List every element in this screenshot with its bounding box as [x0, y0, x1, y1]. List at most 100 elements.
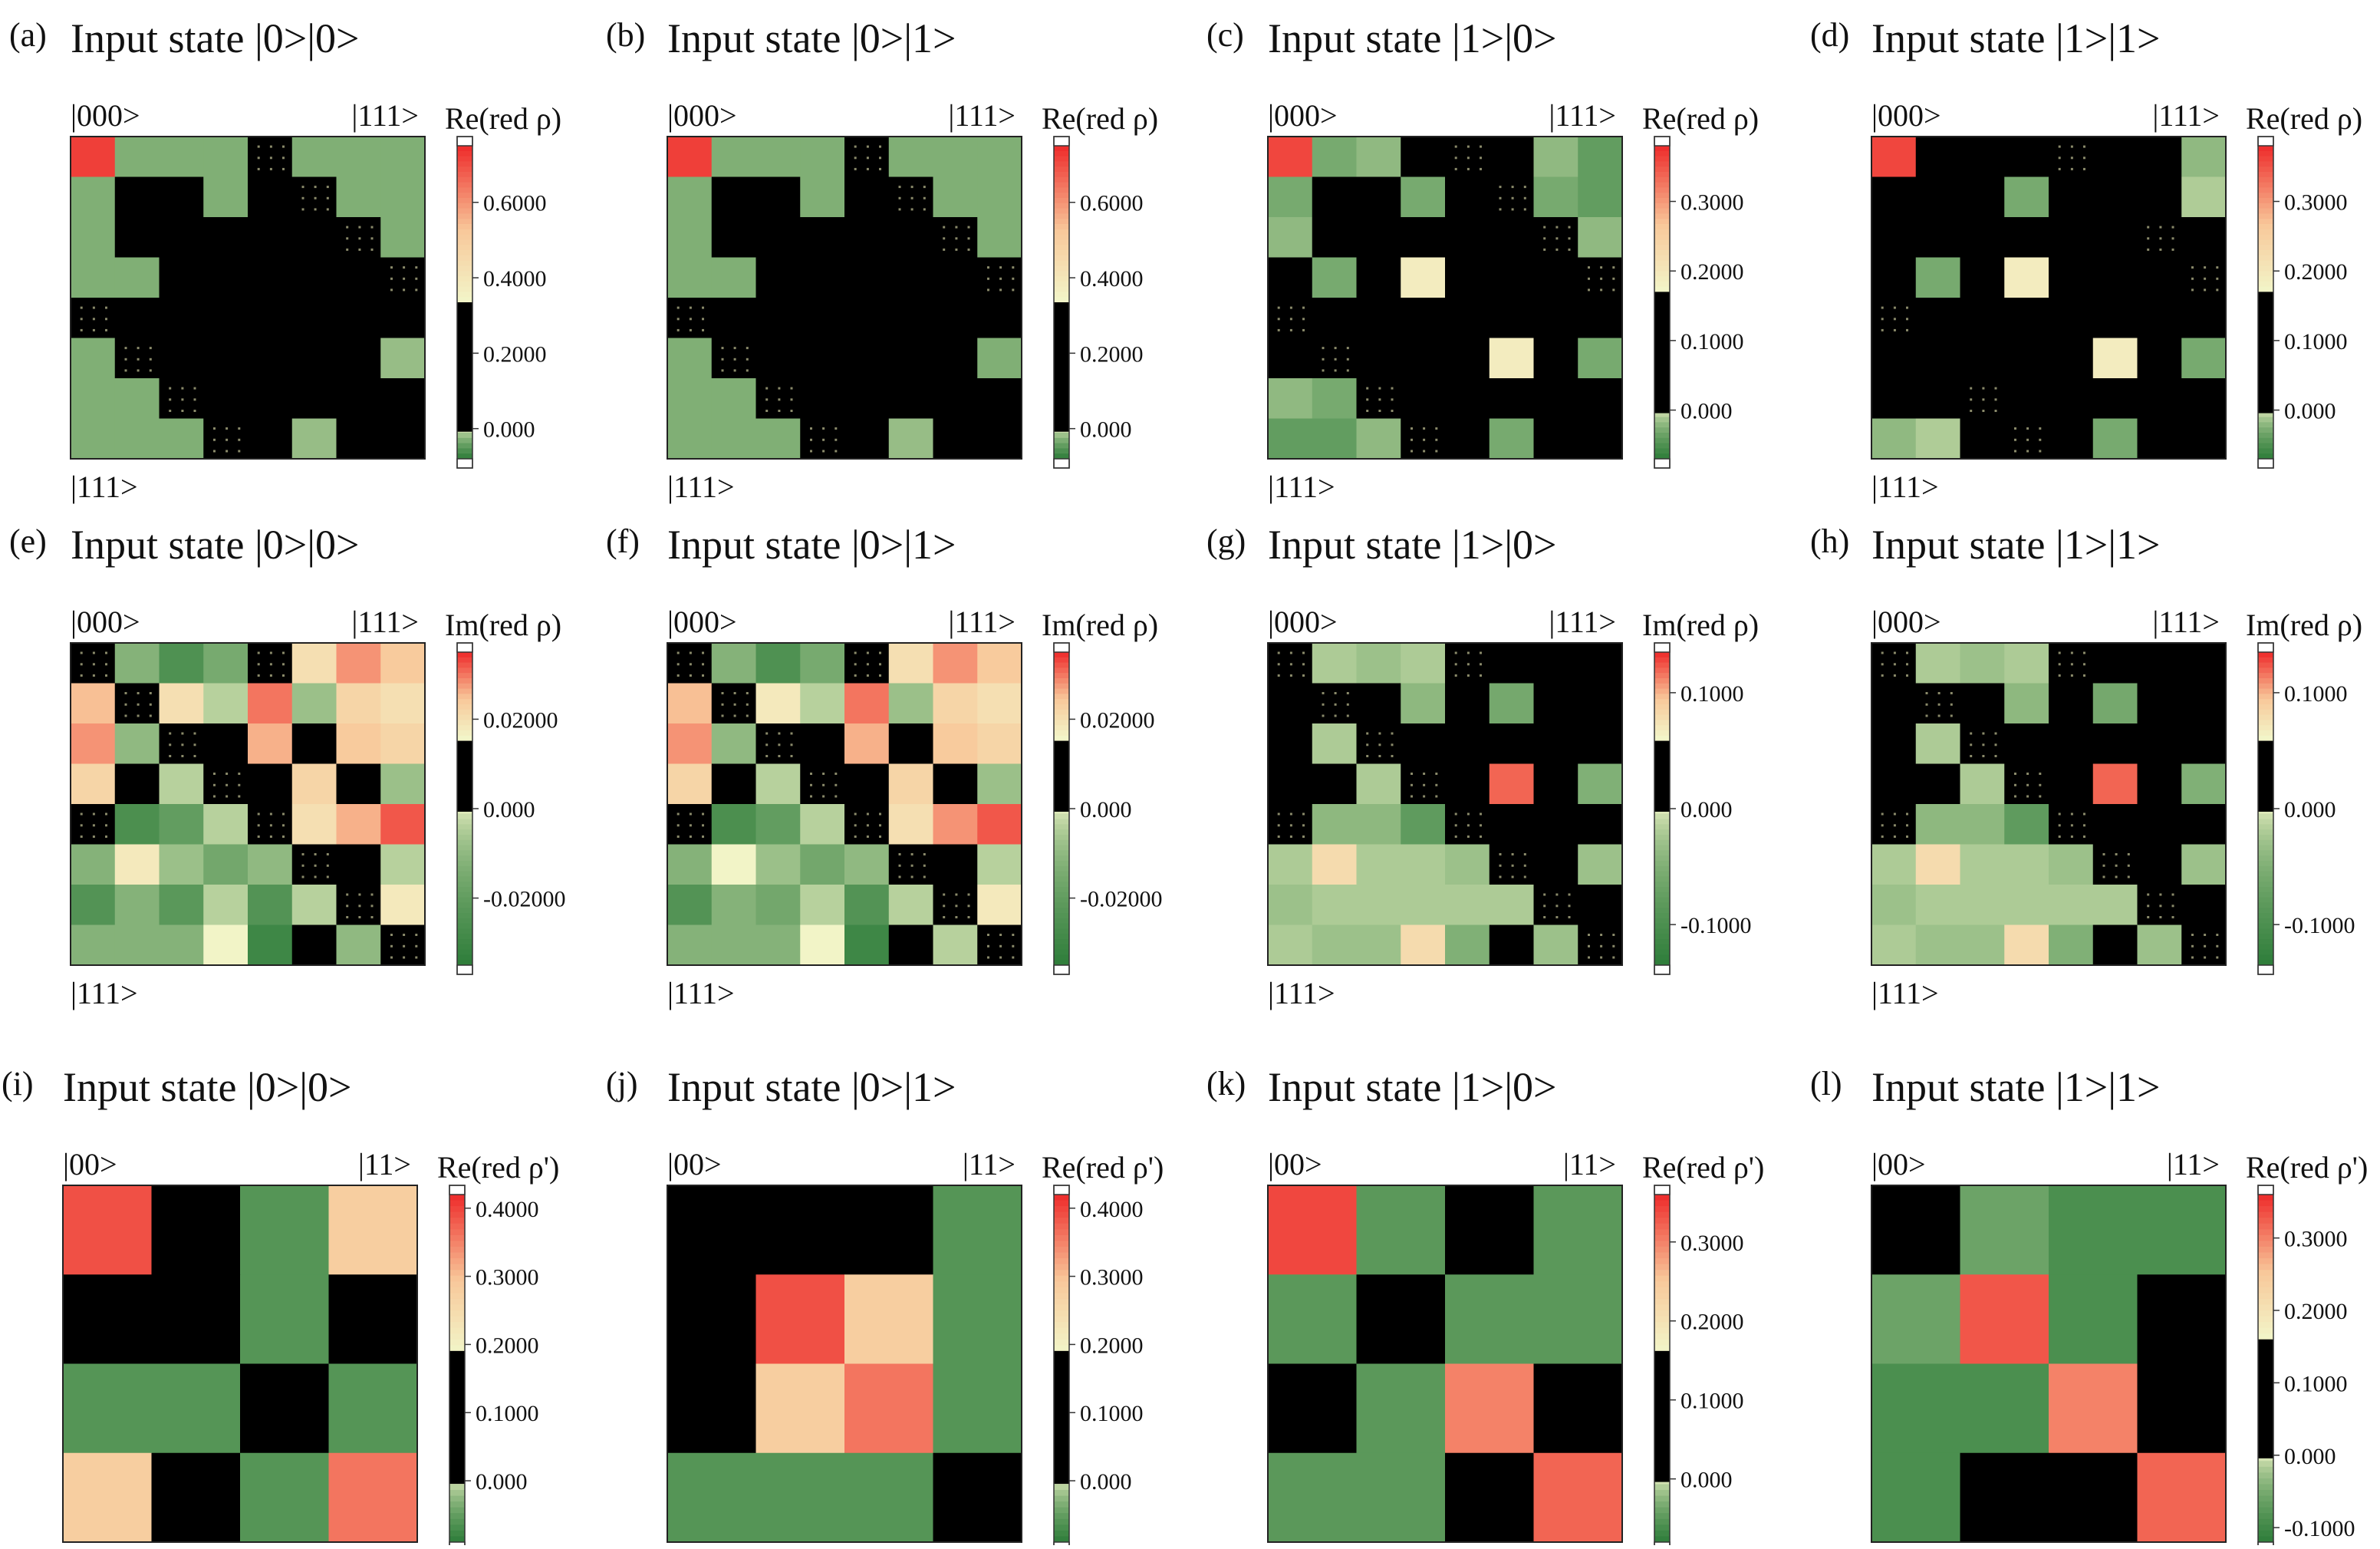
zero-cell-dot [999, 944, 1002, 948]
colorbar-segment [457, 861, 472, 867]
zero-cell-dot [415, 934, 418, 936]
zero-cell-dot [1411, 773, 1413, 775]
colorbar-cap-top [456, 136, 473, 147]
colorbar-segment [1054, 239, 1069, 246]
zero-cell-dot [898, 853, 901, 855]
zero-cell-dot [702, 651, 704, 654]
zero-cell-dot [854, 145, 857, 148]
matrix-cell [291, 418, 337, 460]
matrix-cell [2004, 885, 2049, 926]
zero-cell-dot [1523, 208, 1526, 211]
matrix-cell [1401, 643, 1446, 684]
zero-cell-dot [301, 186, 304, 189]
zero-cell-dot [403, 956, 406, 959]
colorbar-segment [1654, 1530, 1670, 1537]
matrix-cell [114, 298, 160, 339]
matrix-cell [667, 683, 713, 724]
colorbar-segment [1654, 1333, 1670, 1340]
matrix-cell [1268, 137, 1313, 178]
matrix-cell [888, 885, 934, 926]
matrix-cell [248, 176, 293, 218]
basis-end-label: |111> [2152, 605, 2220, 639]
zero-cell-dot [866, 651, 869, 654]
zero-cell-dot [1543, 905, 1546, 908]
zero-cell-dot [1906, 306, 1908, 309]
colorbar-cap-bottom [2257, 458, 2274, 469]
colorbar-segment [2258, 1304, 2273, 1311]
matrix-frame [1871, 642, 2227, 966]
colorbar-segment [457, 746, 472, 752]
zero-cell-dot [2171, 248, 2174, 251]
matrix-cell [800, 723, 845, 765]
colorbar-segment [1654, 1461, 1670, 1468]
colorbar-segment [449, 1322, 465, 1329]
matrix-cell [1871, 378, 1917, 420]
colorbar-segment [1654, 865, 1670, 872]
zero-cell-dot [1906, 651, 1908, 654]
matrix-cell [1401, 298, 1446, 339]
matrix-cell [2137, 683, 2182, 724]
matrix-cell [2137, 176, 2182, 218]
zero-cell-dot [2191, 944, 2194, 948]
matrix-cell [248, 418, 293, 460]
colorbar-segment [2258, 161, 2273, 167]
zero-cell-dot [1378, 743, 1381, 746]
zero-cell-dot [390, 266, 393, 269]
zero-cell-dot [1012, 944, 1015, 948]
colorbar-segment [1054, 1200, 1069, 1207]
matrix-cell [2137, 1452, 2227, 1543]
zero-cell-dot [390, 944, 393, 948]
matrix-cell [336, 844, 381, 885]
colorbar-segment [457, 891, 472, 898]
colorbar-segment [457, 787, 472, 794]
panel-f: (f) Input state |0>|1>|000> |111>|111>Im(r… [606, 522, 1163, 1010]
matrix-cell [1915, 723, 1961, 765]
zero-cell-dot [854, 663, 857, 666]
colorbar-segment [1654, 673, 1670, 679]
basis-end-label: |111> [948, 98, 1016, 133]
matrix-cell [1578, 643, 1623, 684]
colorbar-segment [1054, 182, 1069, 189]
matrix-cell [2181, 298, 2227, 339]
zero-cell-dot [1970, 743, 1973, 746]
colorbar-segment [457, 234, 472, 241]
zero-cell-dot [1435, 783, 1438, 786]
colorbar-segment [1654, 229, 1670, 236]
colorbar-segment [1654, 1206, 1670, 1213]
colorbar-tick-label: 0.3000 [1680, 1231, 1744, 1256]
matrix-cell [1871, 418, 1917, 460]
matrix-cell [2181, 418, 2227, 460]
matrix-cell [63, 1274, 153, 1365]
panel-title: Input state |1>|1> [1871, 522, 2160, 568]
matrix-cell [291, 924, 337, 966]
matrix-cell [1578, 683, 1623, 724]
zero-cell-dot [1322, 692, 1325, 694]
colorbar-segment [2258, 234, 2273, 241]
zero-cell-dot [1277, 835, 1280, 838]
colorbar-segment [1654, 1455, 1670, 1462]
colorbar-segment [1654, 1195, 1670, 1201]
zero-cell-dot [2159, 248, 2162, 251]
colorbar-frame [2257, 136, 2274, 469]
colorbar-segment [1054, 683, 1069, 690]
matrix-cell [2049, 418, 2094, 460]
colorbar-segment [1054, 333, 1069, 340]
zero-cell-dot [790, 743, 793, 746]
zero-cell-dot [1322, 703, 1325, 706]
colorbar-segment [449, 1356, 465, 1363]
zero-cell-dot [1600, 934, 1603, 936]
colorbar-tick-label: 0.000 [1680, 1468, 1733, 1493]
colorbar-tick-label: 0.6000 [1080, 191, 1144, 216]
matrix-cell [711, 763, 757, 805]
matrix-cell [800, 844, 845, 885]
matrix-cell [1312, 885, 1358, 926]
matrix-cell [1312, 137, 1358, 178]
colorbar-segment [1654, 657, 1670, 664]
colorbar-segment [1654, 255, 1670, 262]
colorbar-segment [1054, 1287, 1069, 1294]
colorbar-segment [2258, 198, 2273, 204]
colorbar-segment [457, 850, 472, 856]
colorbar-segment [1054, 323, 1069, 329]
zero-cell-dot [866, 167, 869, 170]
zero-cell-dot [967, 916, 970, 918]
